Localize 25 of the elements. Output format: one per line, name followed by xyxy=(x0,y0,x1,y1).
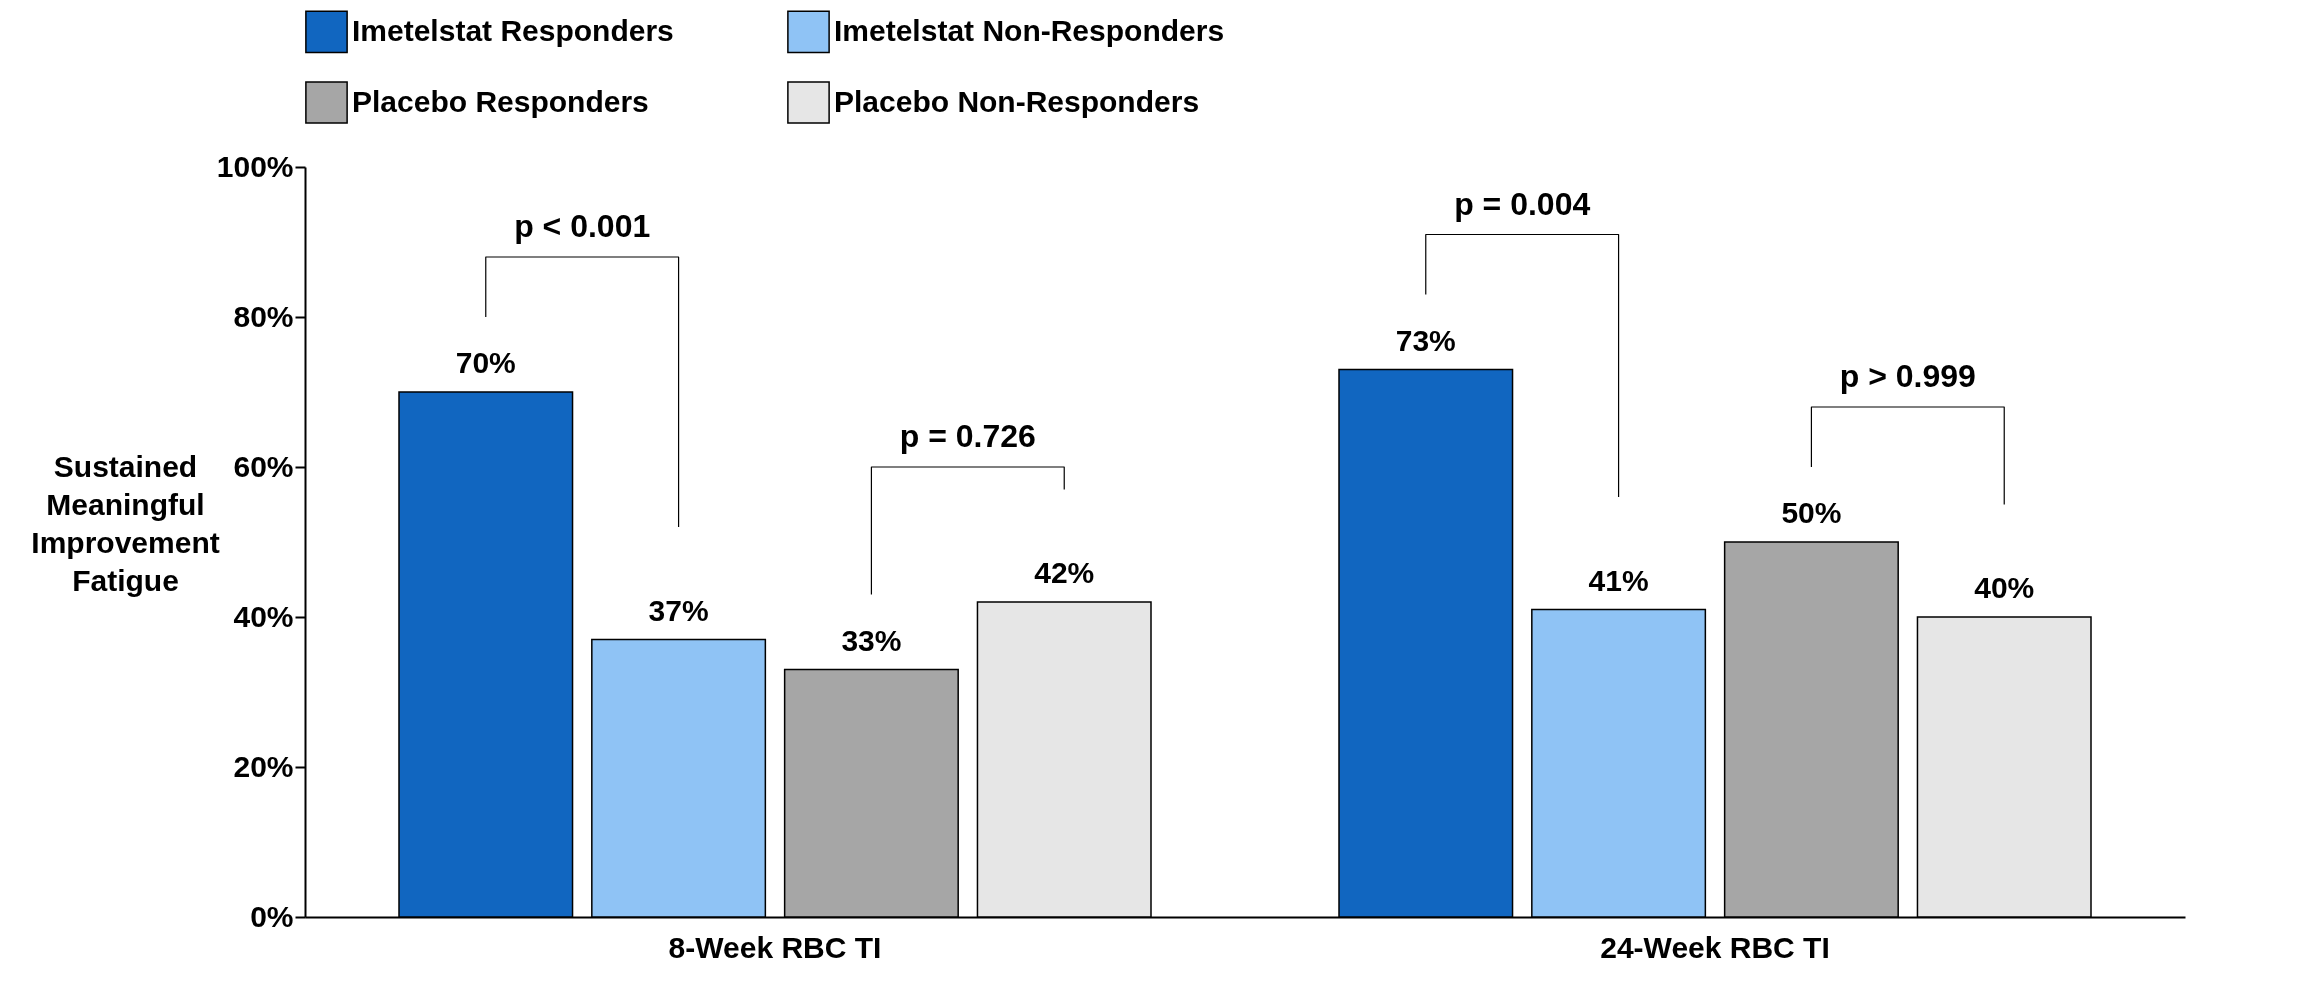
data-label: 42% xyxy=(1034,556,1095,589)
y-tick-label: 80% xyxy=(233,299,294,333)
data-label: 73% xyxy=(1395,323,1456,357)
y-axis-title: Sustained Meaningful Improvement Fatigue xyxy=(31,449,220,597)
data-label: 37% xyxy=(648,593,709,627)
y-tick-label: 100% xyxy=(216,149,294,183)
data-label: 40% xyxy=(1974,571,2035,604)
legend-label: Placebo Responders xyxy=(352,84,649,118)
data-label: 33% xyxy=(841,623,902,657)
annotation: p = 0.726 xyxy=(899,418,1036,454)
x-tick-label: 8-Week RBC TI xyxy=(668,930,882,964)
annotation: p = 0.004 xyxy=(1454,185,1591,222)
annotation: p > 0.999 xyxy=(1839,358,1976,394)
annotation: p < 0.001 xyxy=(514,208,651,244)
legend-label: Placebo Non-Responders xyxy=(834,84,1200,118)
data-label: 70% xyxy=(455,346,516,379)
x-tick-label: 24-Week RBC TI xyxy=(1600,930,1830,964)
y-tick-label: 40% xyxy=(233,599,294,633)
legend-label: Imetelstat Non-Responders xyxy=(834,13,1225,47)
y-tick-label: 20% xyxy=(233,749,294,783)
data-label: 50% xyxy=(1781,496,1842,529)
data-label: 41% xyxy=(1588,563,1649,597)
y-tick-label: 0% xyxy=(250,899,294,933)
y-tick-label: 60% xyxy=(233,449,294,483)
legend-label: Imetelstat Responders xyxy=(352,13,674,47)
